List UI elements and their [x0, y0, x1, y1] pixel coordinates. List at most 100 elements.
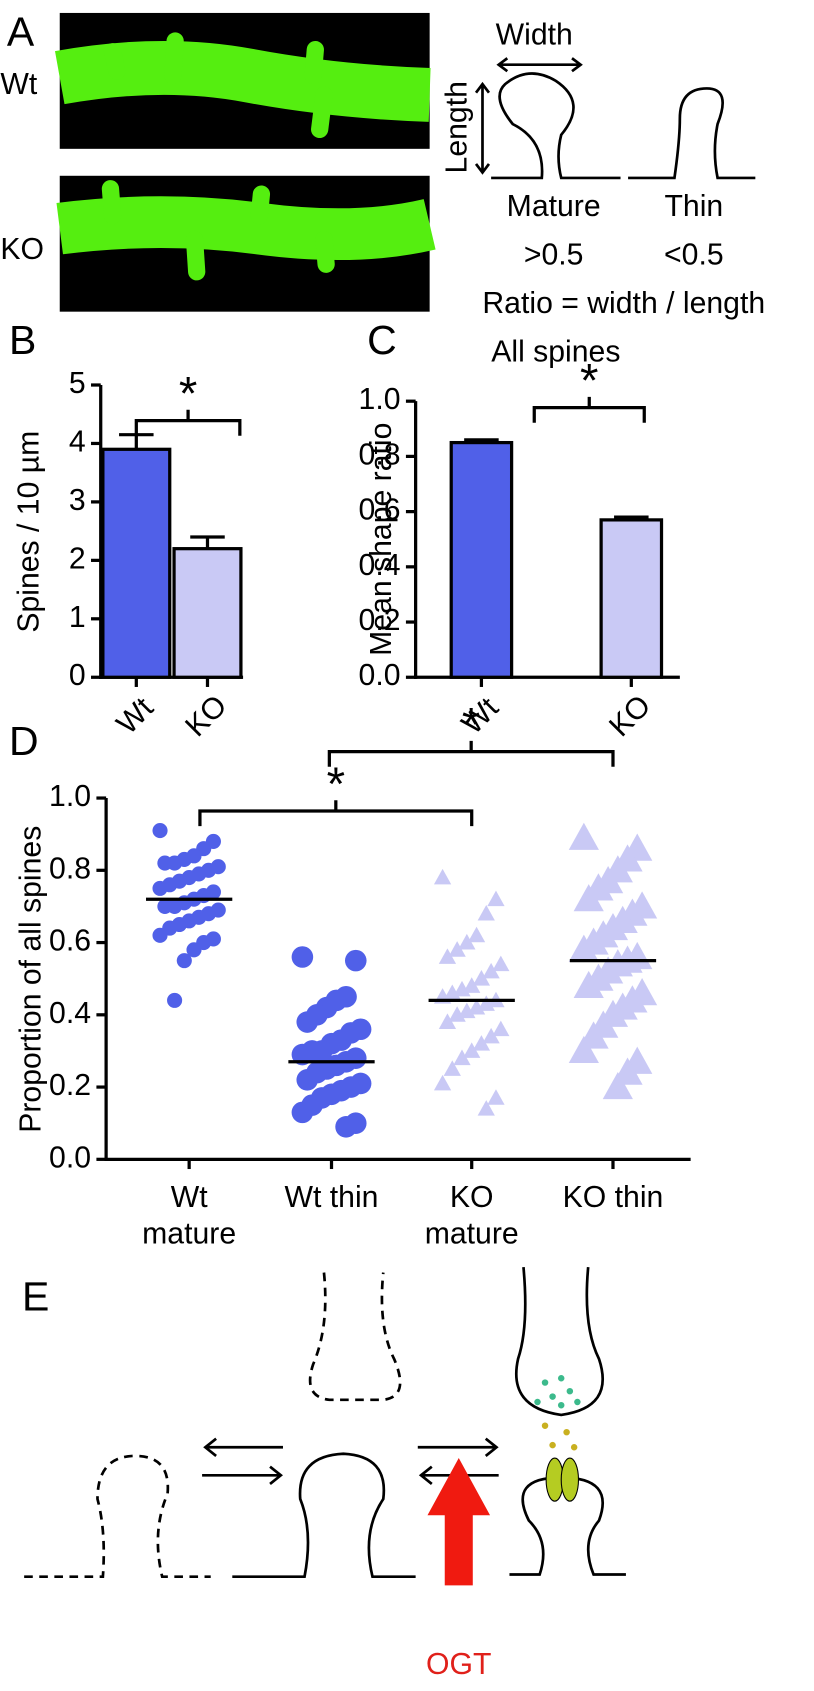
point [335, 1116, 357, 1138]
y-tick-label: 0.0 [359, 659, 401, 692]
bar [599, 518, 664, 679]
significance-bracket [198, 800, 474, 827]
diagram-label: Mature [507, 190, 601, 223]
point [453, 980, 471, 997]
panel-label: E [22, 1273, 49, 1319]
point [482, 962, 500, 979]
point [448, 941, 466, 957]
y-tick-label: 0.6 [49, 925, 91, 958]
point [186, 942, 202, 958]
y-tick-label: 0.0 [49, 1141, 91, 1174]
y-tick-label: 0.2 [49, 1069, 91, 1102]
x-tick-label: KO [603, 689, 657, 743]
y-axis-label: Proportion of all spines [15, 826, 48, 1133]
y-tick-label: 1 [69, 601, 86, 634]
panel-label: B [9, 317, 36, 363]
point [467, 998, 486, 1015]
y-tick-label: 0.2 [359, 604, 401, 637]
point [433, 868, 452, 885]
y-tick-label: 1.0 [49, 780, 91, 813]
point [433, 1074, 452, 1091]
x-tick-label-box: KO thin [563, 1180, 664, 1213]
point [344, 949, 367, 972]
point [458, 1002, 476, 1019]
x-tick-label: KO mature [424, 1179, 519, 1250]
point [467, 926, 486, 943]
point [472, 1035, 491, 1051]
point [157, 898, 173, 914]
point [487, 890, 505, 907]
x-tick-label-box: Wt thin [284, 1179, 379, 1214]
y-tick-label: 5 [69, 367, 86, 400]
point [152, 927, 168, 943]
point [492, 955, 510, 972]
y-tick-label: 1.0 [359, 383, 401, 416]
micrograph [54, 12, 436, 312]
y-tick-label: 3 [69, 484, 86, 517]
row-label: KO [0, 233, 44, 266]
point [568, 1035, 599, 1064]
y-tick-label: 0.6 [359, 494, 401, 527]
point [438, 948, 457, 964]
y-tick-label: 2 [69, 542, 86, 575]
significance-star: * [179, 367, 197, 420]
y-axis-label: Mean shape ratio [365, 423, 398, 656]
point [152, 880, 168, 896]
diagram-label: Thin [664, 190, 723, 223]
x-tick-label: Wt thin [284, 1179, 379, 1214]
point [296, 1011, 319, 1033]
point [573, 970, 604, 998]
point [438, 1013, 457, 1029]
point [167, 992, 183, 1008]
diagram-label: Length [441, 81, 474, 173]
significance-bracket [532, 396, 646, 423]
point [291, 1043, 314, 1066]
significance-star: * [580, 354, 598, 407]
point [448, 1006, 466, 1022]
point [453, 1049, 471, 1066]
panel-label: D [9, 718, 39, 764]
point [492, 1020, 510, 1037]
formula: Ratio = width / length [482, 287, 765, 320]
enzyme-label: OGT [426, 1648, 491, 1681]
point [477, 995, 495, 1011]
diagram-label: Width [496, 19, 573, 52]
significance-star: * [327, 758, 345, 811]
point [477, 1100, 495, 1116]
point [568, 822, 599, 850]
chart-title: All spines [491, 336, 620, 369]
significance-bracket [134, 409, 242, 436]
y-tick-label: 0.8 [49, 852, 91, 885]
panel-label: A [7, 8, 35, 54]
row-label: Wt [0, 68, 37, 101]
point [291, 946, 314, 968]
point [573, 884, 604, 912]
point [477, 905, 495, 921]
point [568, 934, 599, 962]
point [463, 1042, 481, 1058]
point [482, 1027, 500, 1044]
x-tick-label: Wt mature [142, 1179, 237, 1250]
point [472, 970, 491, 986]
x-tick-label: KO [179, 689, 233, 743]
y-tick-label: 0.4 [49, 997, 91, 1030]
y-tick-label: 0.8 [359, 438, 401, 471]
significance-bracket [327, 740, 615, 767]
point [443, 1060, 461, 1076]
y-tick-label: 4 [69, 425, 86, 458]
x-tick-label: Wt [111, 691, 161, 741]
panel-label: C [367, 317, 397, 363]
point [176, 953, 192, 969]
diagram-label: <0.5 [664, 239, 724, 272]
point [443, 984, 461, 1001]
point [157, 855, 173, 871]
y-axis-label: Spines / 10 µm [13, 431, 46, 633]
bar [172, 547, 243, 679]
x-tick-label-box: Wt mature [142, 1179, 237, 1250]
point [296, 1069, 319, 1091]
schematic [24, 1267, 626, 1586]
diagram-label: >0.5 [524, 239, 584, 272]
point [458, 933, 476, 950]
bar [449, 440, 514, 679]
